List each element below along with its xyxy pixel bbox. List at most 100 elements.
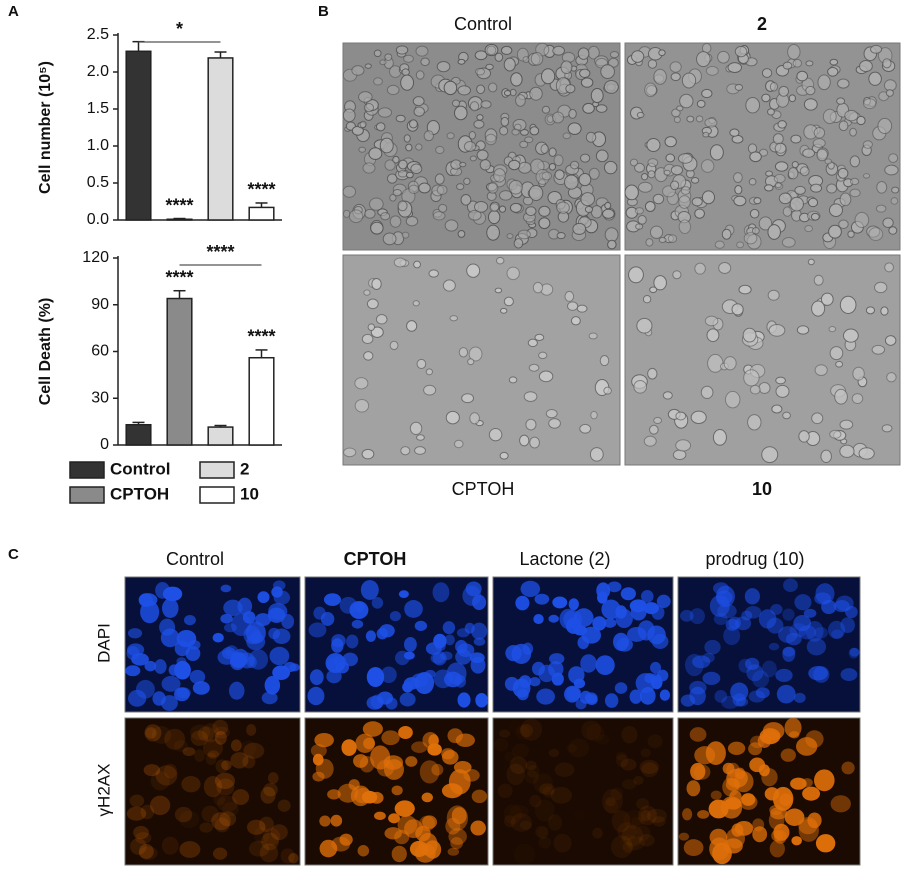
cell <box>395 114 406 123</box>
cell <box>642 294 652 304</box>
cell <box>564 290 575 302</box>
cell <box>603 160 618 175</box>
cell <box>150 795 171 816</box>
cell <box>431 763 444 776</box>
cell <box>506 266 520 281</box>
cell <box>447 728 463 744</box>
cell <box>222 802 239 817</box>
cell <box>364 63 372 69</box>
cell <box>529 676 541 687</box>
cell <box>530 51 544 66</box>
bar <box>125 50 152 221</box>
cell <box>144 724 162 742</box>
cell <box>549 653 565 665</box>
cell <box>379 137 394 154</box>
cell <box>320 612 335 626</box>
cell <box>794 185 806 195</box>
y-tick-label: 90 <box>91 296 109 313</box>
y-tick-label: 0.0 <box>87 211 109 228</box>
cell <box>456 183 465 191</box>
cell <box>636 825 651 841</box>
cell <box>428 269 439 278</box>
cell <box>399 692 416 707</box>
cell <box>734 820 754 836</box>
cell <box>474 50 488 61</box>
cell <box>780 748 796 762</box>
cell <box>523 391 538 402</box>
cell <box>761 730 780 744</box>
cell <box>503 804 523 825</box>
cell <box>721 695 739 709</box>
cell <box>694 262 706 275</box>
cell <box>531 661 545 676</box>
cell <box>538 836 552 849</box>
cell <box>382 232 397 246</box>
cell <box>161 695 178 711</box>
cell <box>243 742 265 759</box>
cell <box>647 170 656 179</box>
cell <box>588 167 600 180</box>
cell <box>678 219 692 235</box>
cell <box>398 159 408 170</box>
cell <box>673 116 681 124</box>
cell <box>717 50 730 64</box>
cell <box>506 763 526 786</box>
cell <box>474 67 486 76</box>
cell <box>242 755 256 769</box>
cell <box>469 155 477 162</box>
cell <box>761 446 779 464</box>
cell <box>273 580 286 591</box>
cell <box>859 60 873 73</box>
cell <box>804 225 814 233</box>
cell <box>568 108 577 119</box>
cell <box>721 228 732 240</box>
cell <box>888 226 898 235</box>
cell <box>659 689 671 701</box>
y-tick-label: 2.0 <box>87 63 109 80</box>
cell <box>690 410 707 425</box>
cell <box>572 222 587 235</box>
image <box>624 254 901 466</box>
cell <box>494 52 504 62</box>
cell <box>351 619 364 629</box>
cell <box>453 439 464 449</box>
cell <box>517 229 531 240</box>
cell <box>767 224 781 240</box>
cell <box>647 59 658 69</box>
cell <box>605 796 616 807</box>
cell <box>840 617 855 634</box>
cell <box>473 637 486 646</box>
cell <box>526 764 540 778</box>
cell <box>262 827 281 846</box>
cell <box>752 826 768 843</box>
cell <box>520 718 543 741</box>
cell <box>880 306 889 316</box>
cell <box>461 393 475 404</box>
cell <box>636 111 645 119</box>
cell <box>359 120 367 129</box>
cell <box>808 665 828 681</box>
cell <box>718 262 732 275</box>
cell <box>230 652 248 669</box>
cell <box>415 825 431 842</box>
cell <box>424 669 436 678</box>
cell <box>425 368 433 376</box>
cell <box>848 647 859 659</box>
cell <box>383 755 404 770</box>
cell <box>829 429 842 439</box>
cell <box>710 790 722 800</box>
cell <box>474 200 489 213</box>
cell <box>466 263 481 278</box>
cell <box>470 820 486 836</box>
cell <box>752 670 770 688</box>
cell <box>781 237 796 248</box>
cell <box>641 762 659 778</box>
cell <box>837 78 850 89</box>
cell <box>552 45 565 56</box>
legend-label: Control <box>110 459 170 478</box>
cell <box>435 145 445 154</box>
cell <box>409 421 423 435</box>
cell <box>686 115 695 123</box>
cell <box>422 815 438 829</box>
cell <box>813 274 824 286</box>
